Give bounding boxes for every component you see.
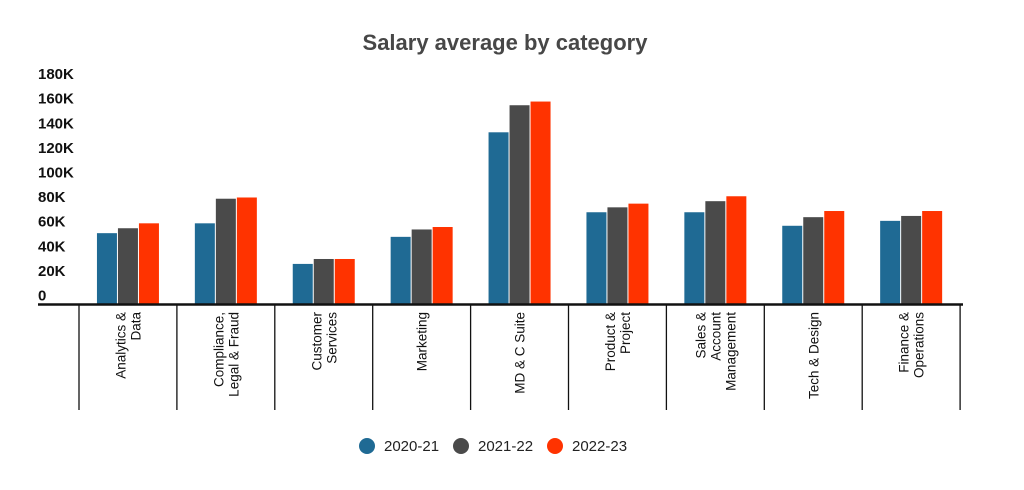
bar-2021-22-6 (705, 201, 726, 305)
x-tick-label: Marketing (415, 312, 430, 371)
legend-marker-2022-23 (547, 438, 563, 454)
x-tick-label: Product & (603, 312, 618, 371)
bar-2020-21-8 (880, 220, 901, 305)
x-tick-label: Compliance, (211, 312, 226, 387)
y-tick-label: 80K (38, 189, 66, 206)
bar-2020-21-3 (390, 236, 411, 305)
bar-2020-21-2 (292, 263, 313, 305)
x-tick-label: Finance & (897, 312, 912, 373)
y-tick-label: 20K (38, 263, 66, 280)
bar-2020-21-0 (96, 233, 117, 305)
bar-2020-21-7 (782, 225, 803, 305)
bar-2021-22-4 (509, 105, 530, 305)
bar-2021-22-0 (117, 228, 138, 305)
bar-2022-23-3 (432, 227, 453, 305)
y-tick-label: 120K (38, 140, 74, 157)
y-tick-label: 140K (38, 115, 74, 132)
x-tick-label: MD & C Suite (513, 312, 528, 394)
x-tick-label: Data (128, 312, 143, 341)
y-tick-label: 100K (38, 165, 74, 182)
bar-2021-22-1 (215, 198, 236, 305)
bar-2022-23-1 (236, 197, 257, 305)
bar-2022-23-0 (138, 223, 159, 305)
legend-label: 2020-21 (384, 438, 439, 455)
bar-2022-23-8 (922, 211, 943, 305)
bar-2022-23-2 (334, 258, 355, 305)
x-tick-label: Operations (912, 312, 927, 378)
x-tick-label: Legal & Fraud (226, 312, 241, 397)
bar-2021-22-8 (901, 215, 922, 305)
bar-2022-23-5 (628, 203, 649, 305)
x-tick-label: Account (708, 312, 723, 361)
y-tick-label: 160K (38, 91, 74, 108)
chart-title: Salary average by category (363, 30, 649, 55)
legend-marker-2020-21 (359, 438, 375, 454)
bar-2022-23-6 (726, 196, 747, 305)
bar-2021-22-5 (607, 207, 628, 305)
x-tick-label: Services (324, 312, 339, 364)
y-tick-label: 60K (38, 214, 66, 231)
bar-2020-21-1 (194, 223, 215, 305)
x-tick-label: Tech & Design (806, 312, 821, 399)
bar-2020-21-5 (586, 212, 607, 305)
bar-2022-23-4 (530, 101, 551, 305)
bar-2020-21-6 (684, 212, 705, 305)
bar-2021-22-2 (313, 258, 334, 305)
bar-2020-21-4 (488, 132, 509, 305)
x-tick-label: Management (723, 312, 738, 391)
x-tick-label: Customer (309, 311, 324, 370)
bar-2022-23-7 (824, 211, 845, 305)
x-tick-label: Project (618, 312, 633, 354)
y-tick-label: 0 (38, 288, 46, 305)
legend-marker-2021-22 (453, 438, 469, 454)
y-tick-label: 40K (38, 238, 66, 255)
bar-2021-22-7 (803, 217, 824, 305)
y-tick-label: 180K (38, 66, 74, 83)
legend-label: 2022-23 (572, 438, 627, 455)
x-tick-label: Sales & (693, 312, 708, 359)
bar-2021-22-3 (411, 229, 432, 305)
legend-label: 2021-22 (478, 438, 533, 455)
x-tick-label: Analytics & (113, 312, 128, 379)
